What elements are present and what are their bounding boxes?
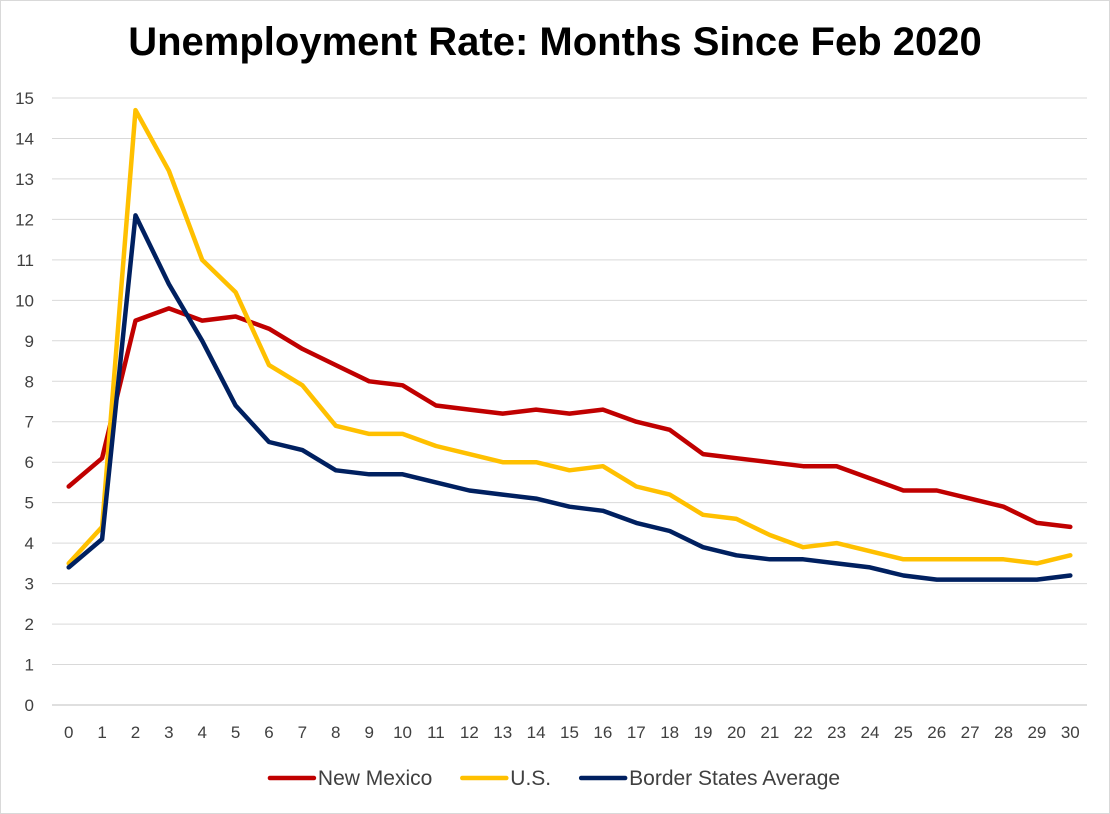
x-tick-label: 1 [97,723,106,742]
y-tick-label: 2 [25,615,34,634]
series-line [66,306,1073,530]
y-tick-label: 10 [15,291,34,310]
x-tick-label: 0 [64,723,73,742]
x-tick-label: 28 [994,723,1013,742]
gridlines [52,97,1087,706]
x-axis-ticks: 0 1 2 3 4 5 6 7 8 9 10 11 12 13 14 15 16 17 18 19 20 21 22 23 24… [64,723,1080,742]
x-tick-label: 30 [1061,723,1080,742]
x-tick-label: 27 [961,723,980,742]
y-tick-label: 3 [25,575,34,594]
x-tick-label: 22 [794,723,813,742]
legend-label: U.S. [510,767,551,790]
x-tick-label: 20 [727,723,746,742]
y-tick-label: 1 [25,656,34,675]
y-tick-label: 12 [15,210,34,229]
series-lines [66,107,1073,582]
x-tick-label: 16 [593,723,612,742]
chart-title: Unemployment Rate: Months Since Feb 2020 [128,20,982,64]
x-tick-label: 2 [131,723,140,742]
x-tick-label: 9 [364,723,373,742]
x-tick-label: 18 [660,723,679,742]
y-tick-label: 4 [25,534,34,553]
x-tick-label: 12 [460,723,479,742]
y-tick-label: 6 [25,453,34,472]
x-tick-label: 26 [927,723,946,742]
series-line [66,213,1073,582]
x-tick-label: 5 [231,723,240,742]
x-tick-label: 14 [527,723,546,742]
x-tick-label: 23 [827,723,846,742]
y-tick-label: 13 [15,170,34,189]
y-tick-label: 9 [25,332,34,351]
y-tick-label: 14 [15,129,34,148]
x-tick-label: 15 [560,723,579,742]
y-tick-label: 8 [25,372,34,391]
y-tick-label: 11 [16,251,34,270]
x-tick-label: 29 [1027,723,1046,742]
x-tick-label: 13 [493,723,512,742]
x-tick-label: 8 [331,723,340,742]
y-tick-label: 7 [25,413,34,432]
legend-label: Border States Average [629,767,840,790]
x-tick-label: 17 [627,723,646,742]
x-tick-label: 21 [760,723,779,742]
x-tick-label: 24 [861,723,880,742]
x-tick-label: 10 [393,723,412,742]
y-tick-label: 15 [15,89,34,108]
y-tick-label: 5 [25,494,34,513]
legend-label: New Mexico [318,767,432,790]
x-tick-label: 7 [298,723,307,742]
y-tick-label: 0 [25,696,34,715]
x-tick-label: 19 [694,723,713,742]
x-tick-label: 25 [894,723,913,742]
legend: New Mexico U.S. Border States Average [267,767,840,790]
x-tick-label: 11 [427,723,445,742]
series-line [66,107,1073,566]
x-tick-label: 3 [164,723,173,742]
x-tick-label: 4 [198,723,207,742]
x-tick-label: 6 [264,723,273,742]
